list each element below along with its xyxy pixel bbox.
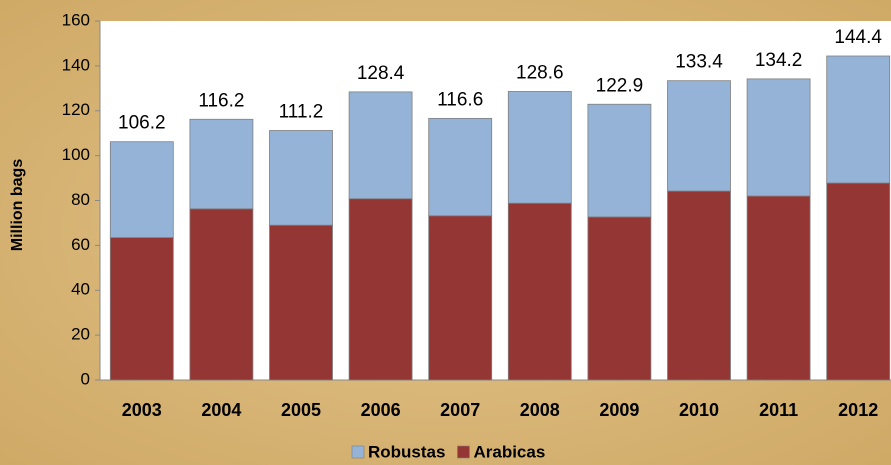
bar-segment	[587, 103, 652, 218]
legend-label: Robustas	[368, 442, 445, 461]
y-tick-label: 140	[62, 55, 90, 74]
legend-swatch	[457, 445, 470, 459]
bar-segment	[746, 78, 811, 197]
total-label: 128.4	[357, 63, 405, 84]
bar-segment	[189, 118, 254, 210]
total-label: 116.2	[198, 90, 244, 111]
bar-segment	[507, 91, 572, 204]
total-label: 116.6	[437, 89, 483, 110]
bar-segment	[269, 130, 333, 226]
legend-label: Arabicas	[473, 442, 545, 461]
x-tick-label: 2006	[361, 400, 401, 420]
x-tick-label: 2011	[759, 400, 798, 420]
y-tick-label: 60	[71, 235, 90, 254]
x-tick-label: 2004	[201, 400, 241, 420]
bar-segment	[189, 208, 254, 381]
total-label: 144.4	[834, 27, 882, 48]
y-tick-label: 20	[71, 325, 90, 344]
bar-segment	[507, 202, 572, 381]
bar-segment	[826, 55, 891, 184]
y-tick-label: 0	[81, 369, 90, 388]
x-tick-label: 2009	[599, 400, 639, 420]
bar-segment	[109, 141, 174, 238]
x-tick-label: 2010	[679, 400, 719, 420]
total-label: 134.2	[755, 50, 803, 71]
x-tick-label: 2012	[838, 400, 878, 420]
x-tick-label: 2008	[520, 400, 560, 420]
bar-segment	[428, 117, 493, 217]
total-label: 133.4	[675, 52, 723, 73]
bar-segment	[348, 91, 413, 200]
bar-segment	[269, 224, 333, 381]
bar-segment	[746, 195, 811, 381]
y-tick-label: 40	[71, 280, 90, 299]
bar-segment	[109, 237, 174, 381]
total-label: 128.6	[516, 62, 564, 83]
total-label: 122.9	[596, 75, 644, 96]
bar-segment	[428, 215, 493, 381]
bar-segment	[826, 182, 891, 381]
y-tick-label: 80	[71, 190, 90, 209]
y-tick-label: 100	[62, 145, 90, 164]
x-tick-label: 2005	[281, 400, 321, 420]
y-tick-label: 120	[62, 100, 90, 119]
legend-swatch	[351, 445, 365, 459]
x-tick-label: 2003	[122, 400, 162, 420]
total-label: 106.2	[118, 113, 166, 134]
bar-segment	[348, 198, 413, 381]
x-tick-label: 2007	[440, 400, 480, 420]
y-tick-label: 160	[62, 10, 90, 29]
bar-segment	[667, 80, 731, 192]
bar-segment	[667, 190, 731, 381]
y-axis-title: Million bags	[9, 159, 26, 252]
total-label: 111.2	[279, 102, 324, 123]
bar-segment	[587, 216, 652, 381]
